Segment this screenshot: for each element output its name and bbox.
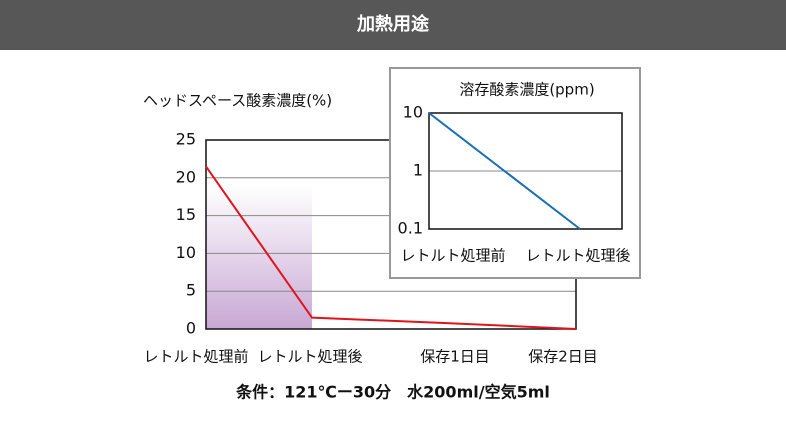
- inset-box: [389, 67, 641, 279]
- x-tick-label: レトルト処理前: [400, 247, 505, 265]
- data-line: [205, 165, 577, 330]
- inset-title: 溶存酸素濃度(ppm): [459, 81, 594, 99]
- caption: 条件：121℃ー30分 水200ml/空気5ml: [235, 383, 550, 402]
- y-tick-label: 1: [413, 161, 423, 180]
- y-tick-label: 15: [176, 205, 196, 224]
- header-title: 加熱用途: [356, 13, 430, 35]
- y-tick-label: 5: [186, 281, 196, 300]
- inset-chart: 0.1 1 10 レトルト処理前 レトルト処理後: [398, 103, 631, 265]
- y-axis-label: ヘッドスペース酸素濃度(%): [143, 92, 332, 110]
- y-tick-label: 25: [176, 130, 196, 149]
- x-tick-label: レトルト処理後: [257, 348, 362, 366]
- y-tick-label: 0.1: [398, 219, 423, 238]
- x-tick-label: レトルト処理後: [525, 247, 630, 265]
- x-tick-label: 保存2日目: [528, 348, 598, 366]
- header-bar: [0, 0, 786, 50]
- y-tick-label: 20: [176, 167, 196, 186]
- y-tick-label: 10: [176, 243, 196, 262]
- plot-frame: [428, 112, 623, 230]
- y-tick-label: 10: [403, 103, 423, 122]
- shade: [206, 185, 312, 329]
- x-tick-label: 保存1日目: [420, 348, 490, 366]
- data-line: [428, 112, 581, 230]
- x-tick-label: レトルト処理前: [143, 348, 248, 366]
- y-tick-label: 0: [186, 319, 196, 338]
